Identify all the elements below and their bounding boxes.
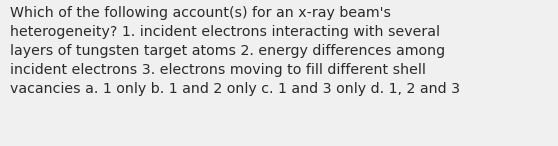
Text: Which of the following account(s) for an x-ray beam's
heterogeneity? 1. incident: Which of the following account(s) for an… [10, 6, 460, 96]
